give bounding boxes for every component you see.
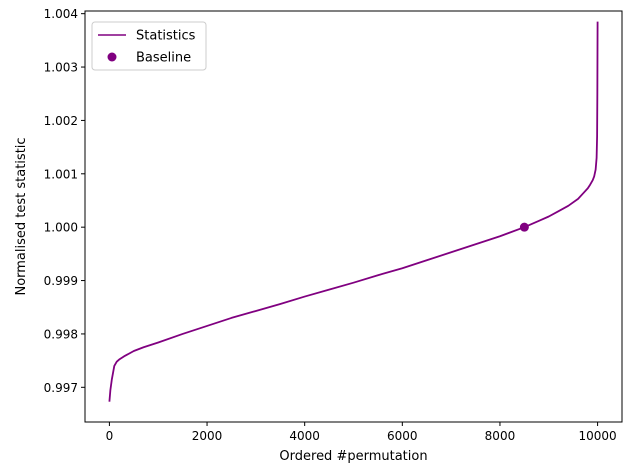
legend-box	[91, 21, 207, 71]
x-tick-label: 6000	[387, 429, 418, 443]
x-tick-label: 10000	[578, 429, 616, 443]
y-tick-label: 1.003	[44, 61, 78, 75]
y-tick-label: 1.004	[44, 7, 78, 21]
y-tick-label: 0.997	[44, 381, 78, 395]
y-tick-label: 0.998	[44, 327, 78, 341]
plot-frame	[84, 10, 623, 423]
x-axis-ticks: 0 2000 4000 6000 8000 10000	[106, 422, 617, 443]
y-tick-label: 1.001	[44, 167, 78, 181]
series-statistics-line	[108, 21, 599, 402]
y-axis-ticks: 0.997 0.998 0.999 1.000 1.001 1.002 1.003 1.004	[44, 7, 85, 395]
baseline-point	[519, 222, 529, 232]
y-tick-label: 1.000	[44, 221, 78, 235]
legend-baseline-label: Baseline	[136, 51, 191, 66]
legend-baseline-point-marker	[107, 52, 117, 62]
x-tick-label: 0	[106, 429, 114, 443]
x-tick-label: 4000	[289, 429, 320, 443]
series-layer	[108, 21, 599, 402]
x-tick-label: 2000	[192, 429, 223, 443]
x-axis-label: Ordered #permutation	[279, 449, 427, 464]
y-tick-label: 1.002	[44, 114, 78, 128]
legend: Statistics Baseline	[91, 21, 207, 71]
y-tick-label: 0.999	[44, 274, 78, 288]
legend-statistics-label: Statistics	[136, 29, 196, 44]
y-axis-label: Normalised test statistic	[14, 137, 29, 295]
x-tick-label: 8000	[485, 429, 516, 443]
plot-area	[85, 11, 622, 422]
